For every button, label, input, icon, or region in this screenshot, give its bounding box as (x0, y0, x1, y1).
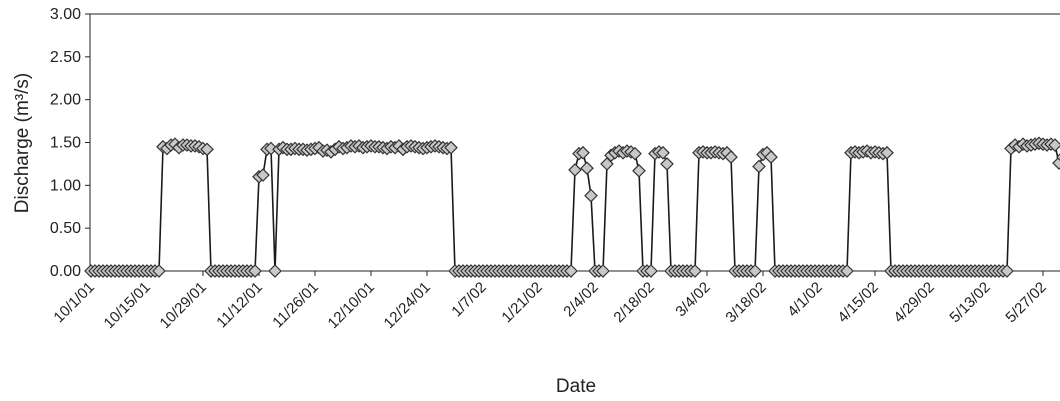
data-point-marker (248, 264, 262, 278)
data-point-marker (656, 145, 670, 160)
data-point-marker (748, 264, 762, 278)
x-tick-label: 3/4/02 (672, 279, 714, 321)
data-point-marker (584, 188, 598, 203)
data-point-marker (764, 150, 778, 164)
x-axis-title: Date (556, 376, 596, 397)
data-point-marker (256, 168, 270, 182)
x-tick-label: 10/29/01 (157, 279, 210, 332)
x-tick-label: 1/7/02 (448, 279, 490, 321)
data-point-marker (580, 161, 594, 176)
y-axis-ticks: 0.00 0.50 1.00 1.50 2.00 2.50 3.00 (50, 6, 90, 280)
data-point-marker (724, 150, 738, 164)
data-point-marker (568, 163, 582, 177)
x-tick-label: 4/1/02 (784, 279, 826, 321)
discharge-series (84, 136, 1060, 278)
x-tick-label: 12/10/01 (325, 279, 378, 332)
x-tick-label: 2/4/02 (560, 279, 602, 321)
data-point-marker (688, 264, 702, 278)
data-point-marker (644, 264, 658, 278)
x-tick-label: 1/21/02 (498, 279, 545, 326)
x-tick-label: 2/18/02 (610, 279, 657, 326)
x-axis-ticks: 10/1/01 10/15/01 10/29/01 11/12/01 11/26/01 1… (50, 271, 1050, 332)
data-point-marker (1048, 138, 1060, 152)
data-point-marker (1052, 156, 1060, 170)
y-tick-label: 2.00 (50, 92, 81, 109)
data-point-marker (564, 264, 578, 278)
data-point-marker (264, 141, 278, 156)
data-point-marker (1056, 153, 1060, 161)
data-point-marker (596, 264, 610, 278)
y-tick-label: 0.00 (50, 263, 81, 280)
data-point-marker (1000, 264, 1014, 278)
data-point-marker (444, 140, 458, 155)
x-tick-label: 10/15/01 (101, 279, 154, 332)
data-point-marker (752, 159, 766, 174)
x-tick-label: 10/1/01 (50, 279, 97, 326)
data-point-marker (628, 146, 642, 161)
y-tick-label: 1.50 (50, 135, 81, 152)
data-point-marker (840, 264, 854, 278)
x-tick-label: 11/12/01 (213, 279, 266, 332)
data-point-marker (268, 264, 282, 278)
y-tick-label: 3.00 (50, 6, 81, 23)
data-point-marker (880, 145, 894, 160)
data-point-marker (152, 264, 166, 278)
y-tick-label: 2.50 (50, 49, 81, 66)
x-tick-label: 11/26/01 (269, 279, 322, 332)
x-tick-label: 12/24/01 (381, 279, 434, 332)
y-tick-label: 0.50 (50, 220, 81, 237)
y-axis-title: Discharge (m³/s) (12, 73, 33, 213)
x-tick-label: 4/15/02 (834, 279, 881, 326)
data-point-marker (200, 142, 214, 157)
y-tick-label: 1.00 (50, 177, 81, 194)
x-tick-label: 3/18/02 (722, 279, 769, 326)
data-point-marker (632, 163, 646, 178)
data-point-marker (576, 145, 590, 160)
x-tick-label: 5/13/02 (946, 279, 993, 326)
data-point-marker (660, 157, 674, 171)
x-tick-label: 4/29/02 (890, 279, 937, 326)
x-tick-label: 5/27/02 (1002, 279, 1049, 326)
